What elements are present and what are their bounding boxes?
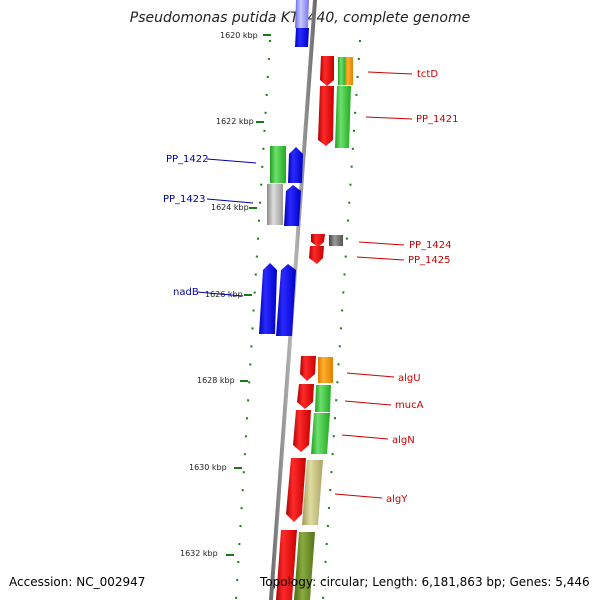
gene-labels: tctD PP_1421 PP_1422 PP_1423 PP_1424 PP_… (163, 69, 459, 505)
gene-PP_1424-red[interactable] (311, 234, 325, 247)
tick-label-1624: 1624 kbp (211, 203, 249, 212)
tick-label-1628: 1628 kbp (197, 376, 235, 385)
scale-ticks (226, 34, 271, 556)
gene-algY-khaki[interactable] (302, 460, 323, 525)
accession-text: Accession: NC_002947 (9, 575, 146, 589)
gene-label-PP_1425[interactable]: PP_1425 (408, 255, 451, 266)
gene-PP_1424-gray[interactable] (329, 235, 343, 246)
gene-algY-red[interactable] (286, 458, 306, 522)
gene-tctD-orange[interactable] (345, 57, 353, 85)
gene-label-algY[interactable]: algY (386, 494, 408, 505)
gene-algN-red[interactable] (293, 410, 311, 452)
gene-label-PP_1421[interactable]: PP_1421 (416, 114, 459, 125)
gene-algU-red[interactable] (300, 356, 316, 381)
label-leader-lines (196, 71, 413, 499)
gene-bottom-red[interactable] (276, 530, 297, 600)
gene-bottom-olive[interactable] (294, 532, 315, 600)
gene-label-PP_1424[interactable]: PP_1424 (409, 240, 452, 251)
gene-nadB-left[interactable] (259, 263, 277, 334)
gene-PP_1421-green[interactable] (335, 86, 351, 148)
gene-algU-orange[interactable] (318, 357, 333, 383)
gene-label-algN[interactable]: algN (392, 435, 415, 446)
gene-reverse-top-light[interactable] (295, 0, 309, 28)
gene-label-algU[interactable]: algU (398, 373, 421, 384)
gene-mucA-red[interactable] (297, 384, 314, 409)
gene-nadB-right[interactable] (276, 264, 296, 336)
gene-tctD-red[interactable] (320, 56, 334, 86)
gene-PP_1423-gray[interactable] (267, 184, 283, 225)
gene-label-PP_1422[interactable]: PP_1422 (166, 154, 209, 165)
gene-label-mucA[interactable]: mucA (395, 400, 424, 411)
gene-PP_1423-blue[interactable] (284, 185, 301, 226)
tick-label-1632: 1632 kbp (180, 549, 218, 558)
tick-label-1630: 1630 kbp (189, 463, 227, 472)
gene-mucA-green[interactable] (315, 385, 331, 412)
gene-reverse-top[interactable] (295, 28, 309, 47)
topology-text: Topology: circular; Length: 6,181,863 bp… (260, 575, 590, 589)
gene-PP_1422-green[interactable] (270, 146, 286, 183)
gene-label-nadB[interactable]: nadB (173, 287, 199, 298)
gene-PP_1422-blue[interactable] (288, 147, 303, 183)
tick-label-1622: 1622 kbp (216, 117, 254, 126)
gene-tctD-green[interactable] (338, 57, 346, 85)
gene-PP_1425-red[interactable] (309, 246, 324, 264)
gene-PP_1421-red[interactable] (318, 86, 334, 146)
gene-algN-green[interactable] (311, 413, 330, 454)
gene-features (259, 0, 353, 600)
tick-label-1620: 1620 kbp (220, 31, 258, 40)
gene-label-tctD[interactable]: tctD (417, 69, 438, 80)
gene-label-PP_1423[interactable]: PP_1423 (163, 194, 206, 205)
